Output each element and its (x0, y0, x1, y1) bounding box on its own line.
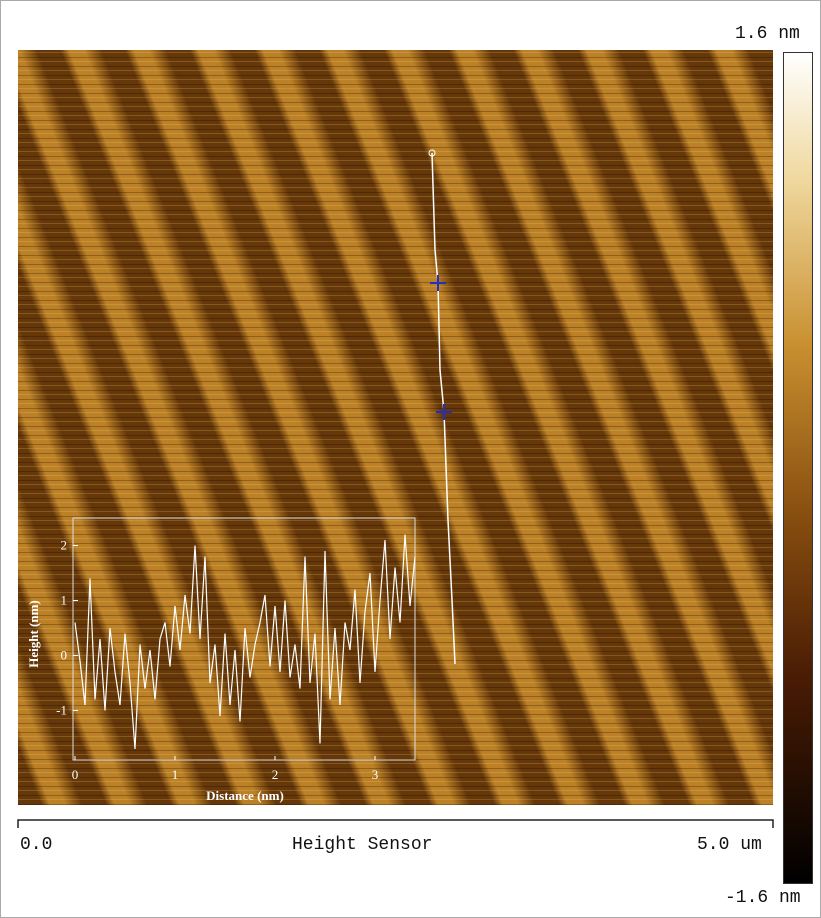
colorbar (783, 52, 813, 884)
channel-label: Height Sensor (292, 835, 433, 855)
scale-end: 5.0 um (697, 835, 762, 855)
profile-cursor (430, 275, 452, 420)
y-tick-label: 1 (61, 593, 68, 608)
scale-start: 0.0 (20, 835, 53, 855)
profile-line-series (74, 534, 416, 750)
y-tick-label: -1 (56, 703, 67, 718)
y-axis-label: Height (nm) (26, 600, 41, 668)
inset-chart: 0 1 2 3 -1 0 1 2 (56, 534, 416, 782)
y-tick-label: 2 (61, 538, 68, 553)
x-tick-label: 2 (272, 767, 279, 782)
inset-frame (72, 517, 416, 761)
x-tick-label: 3 (372, 767, 379, 782)
x-tick-label: 1 (172, 767, 179, 782)
profile-line (431, 152, 456, 665)
x-axis-label: Distance (nm) (206, 788, 284, 803)
scale-bar (17, 819, 774, 828)
colorbar-min: -1.6 nm (725, 888, 801, 908)
y-tick-label: 0 (61, 648, 68, 663)
x-tick-label: 0 (72, 767, 79, 782)
colorbar-max: 1.6 nm (735, 24, 800, 44)
profile-start (428, 149, 436, 157)
